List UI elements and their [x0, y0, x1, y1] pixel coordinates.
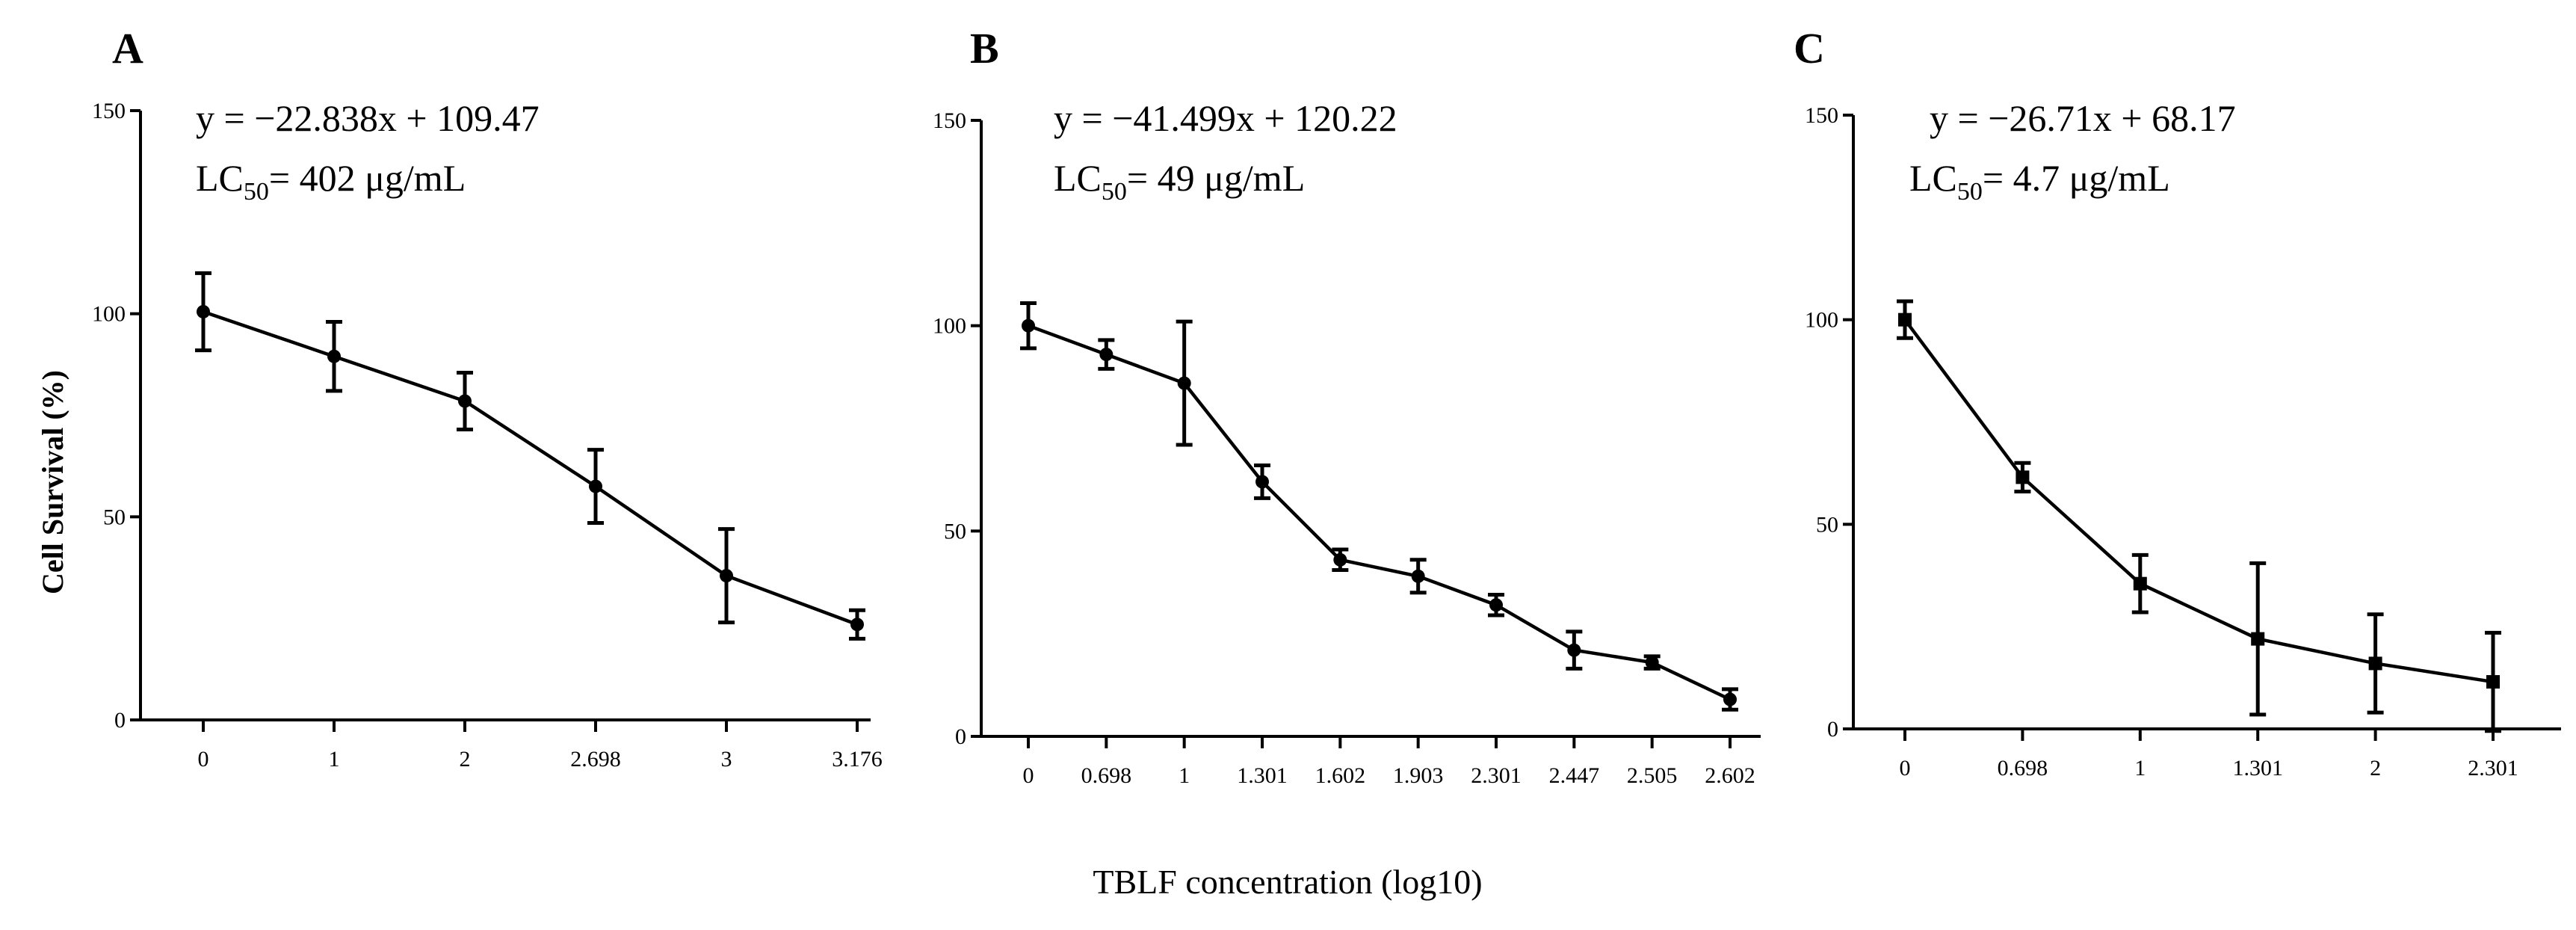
x-tick-label-b: 0.698	[1081, 763, 1132, 788]
data-point-c	[2133, 576, 2147, 591]
x-tick-label-a: 1	[329, 747, 340, 772]
panel-letter-b: B	[970, 24, 999, 73]
data-point-b	[1489, 598, 1503, 612]
x-tick-label-b: 2.602	[1705, 763, 1755, 788]
x-tick-label-c: 2.301	[2468, 756, 2518, 780]
data-point-b	[1099, 348, 1114, 362]
data-point-c	[1898, 312, 1912, 327]
x-tick-label-c: 1.301	[2232, 756, 2283, 780]
series-line-b	[1028, 324, 1731, 701]
y-tick-label-c: 150	[1805, 103, 1838, 128]
y-tick-label-c: 0	[1827, 717, 1838, 742]
x-tick-label-a: 2	[460, 747, 471, 772]
data-point-a	[589, 479, 602, 493]
data-point-c	[2368, 656, 2382, 671]
y-tick-label-a: 100	[92, 302, 126, 327]
x-tick-label-b: 1.602	[1315, 763, 1366, 788]
x-tick-label-a: 2.698	[570, 747, 621, 772]
lc50-b: LC50= 49 μg/mL	[1054, 157, 1305, 206]
panel-letter-a: A	[112, 24, 143, 73]
data-point-c	[2016, 470, 2030, 484]
data-point-b	[1645, 656, 1659, 670]
series-line-a	[203, 310, 858, 626]
y-tick-label-b: 150	[933, 108, 966, 133]
x-tick-label-b: 0	[1023, 763, 1034, 788]
x-axis-label: TBLF concentration (log10)	[1093, 863, 1482, 901]
y-tick-label-a: 0	[114, 708, 126, 733]
y-tick-label-a: 150	[92, 99, 126, 123]
panel-a: Ay = −22.838x + 109.47 LC50= 402 μg/mL 0 50…	[92, 24, 883, 772]
data-point-a	[458, 394, 472, 408]
x-tick-label-a: 3.176	[832, 747, 883, 772]
data-point-a	[327, 349, 341, 363]
data-point-c	[2486, 675, 2500, 689]
x-tick-label-b: 1.903	[1393, 763, 1444, 788]
data-point-b	[1022, 318, 1035, 333]
panel-letter-c: C	[1794, 24, 1825, 73]
x-tick-label-b: 1.301	[1237, 763, 1288, 788]
equation-a: y = −22.838x + 109.47	[196, 97, 540, 139]
x-tick-label-b: 1	[1179, 763, 1190, 788]
data-point-b	[1411, 569, 1425, 583]
lc50-a: LC50= 402 μg/mL	[196, 157, 466, 206]
x-tick-label-b: 2.301	[1471, 763, 1522, 788]
data-point-b	[1255, 475, 1269, 489]
y-tick-label-c: 50	[1816, 512, 1838, 537]
x-tick-label-c: 0.698	[1998, 756, 2048, 780]
data-point-c	[2251, 632, 2265, 646]
data-point-a	[720, 569, 733, 583]
data-point-b	[1177, 376, 1191, 390]
y-tick-label-b: 100	[933, 314, 966, 339]
y-tick-label-b: 0	[955, 724, 966, 749]
data-point-a	[850, 618, 864, 632]
y-tick-label-a: 50	[103, 505, 126, 529]
x-tick-label-a: 3	[721, 747, 732, 772]
equation-b: y = −41.499x + 120.22	[1054, 97, 1397, 139]
x-tick-label-c: 1	[2134, 756, 2146, 780]
x-tick-label-b: 2.447	[1549, 763, 1600, 788]
y-tick-label-c: 100	[1805, 308, 1838, 333]
x-tick-label-c: 2	[2370, 756, 2381, 780]
lc50-c: LC50= 4.7 μg/mL	[1909, 157, 2170, 206]
data-point-b	[1567, 643, 1581, 657]
data-point-b	[1333, 552, 1347, 567]
x-tick-label-c: 0	[1900, 756, 1911, 780]
data-point-b	[1723, 692, 1737, 706]
x-tick-label-a: 0	[198, 747, 209, 772]
data-point-a	[197, 304, 210, 318]
series-line-c	[1903, 318, 2494, 684]
x-tick-label-b: 2.505	[1627, 763, 1678, 788]
y-tick-label-b: 50	[944, 519, 966, 543]
y-axis-label: Cell Survival (%)	[36, 370, 70, 594]
panel-b: By = −41.499x + 120.22 LC50= 49 μg/mL 0 50 1…	[933, 24, 1761, 788]
equation-c: y = −26.71x + 68.17	[1930, 97, 2236, 139]
